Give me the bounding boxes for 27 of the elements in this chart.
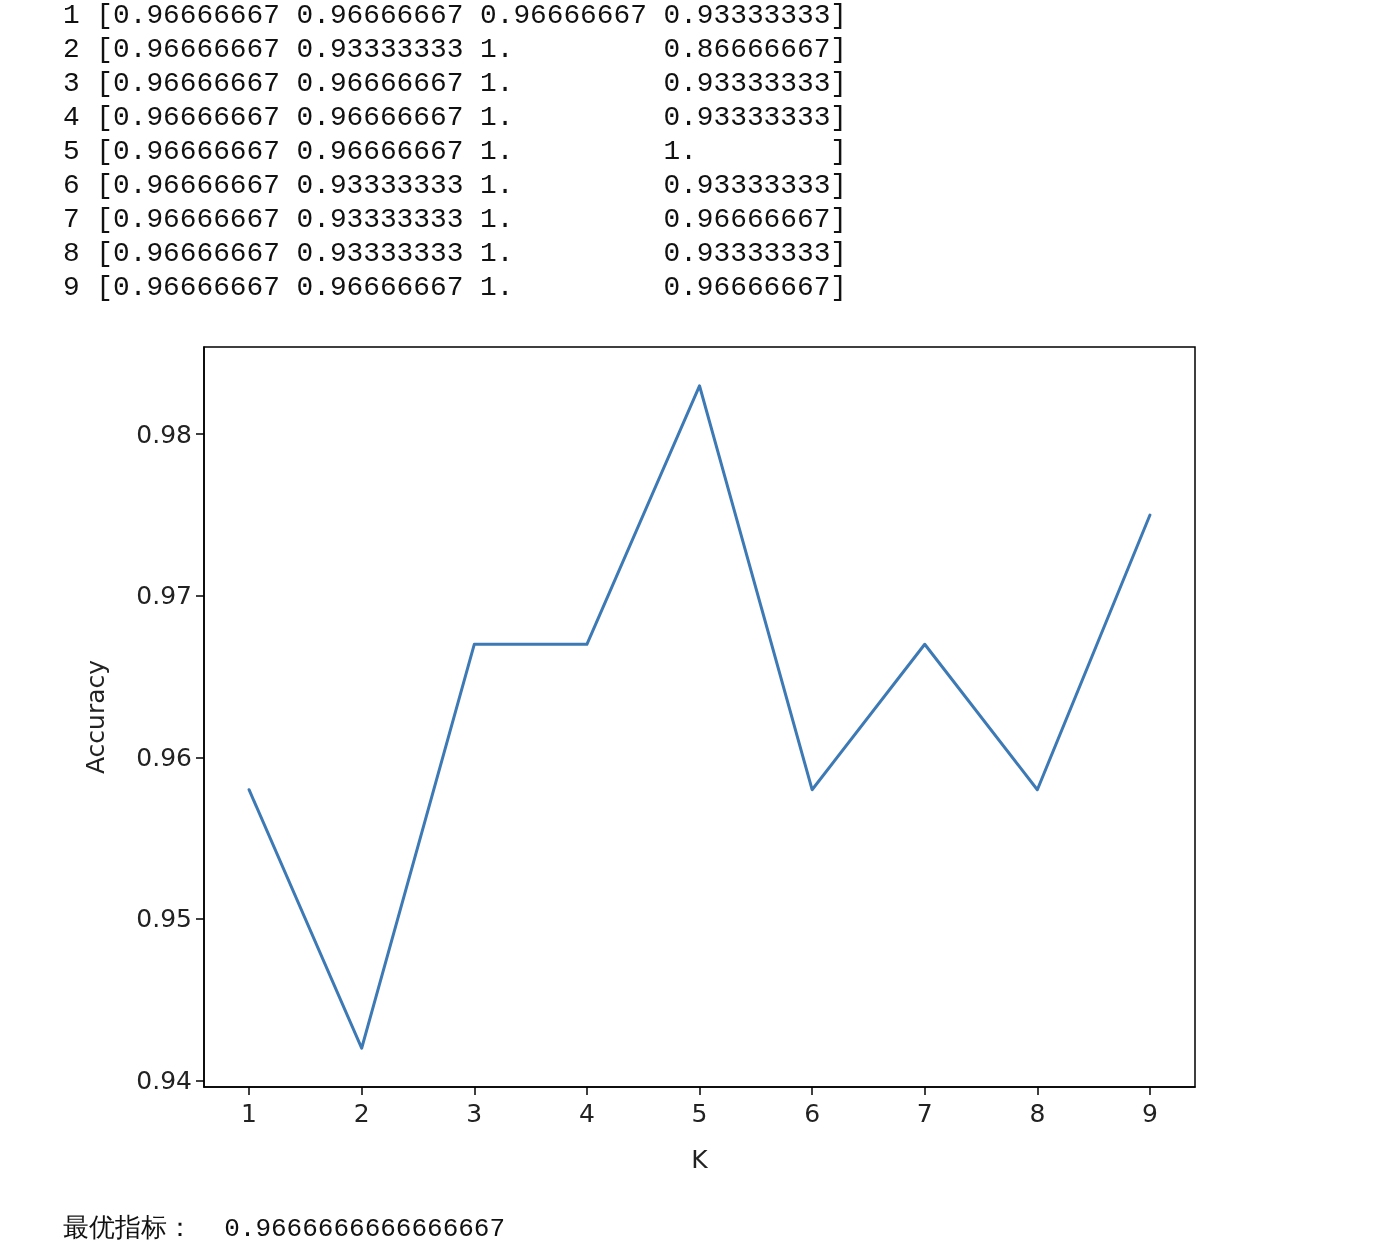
- text: 6 [0.96666667 0.93333333 1. 0.93333333]: [63, 169, 847, 203]
- text: 最优指标： 0.9666666666666667: [63, 1213, 506, 1246]
- x-tick-label: 8: [1029, 1099, 1046, 1128]
- x-tick-label: 7: [916, 1099, 933, 1128]
- x-tick-label: 3: [466, 1099, 483, 1128]
- text: 7 [0.96666667 0.93333333 1. 0.96666667]: [63, 203, 847, 237]
- x-tick-label: 6: [804, 1099, 821, 1128]
- text: 1 [0.96666667 0.96666667 0.96666667 0.93333333]: [63, 0, 847, 33]
- y-axis-title: Accuracy: [81, 659, 110, 775]
- text: 5 [0.96666667 0.96666667 1. 1. ]: [63, 135, 847, 169]
- text: 9 [0.96666667 0.96666667 1. 0.96666667]: [63, 271, 847, 305]
- y-tick-label: 0.95: [136, 904, 192, 934]
- text: 3 [0.96666667 0.96666667 1. 0.93333333]: [63, 67, 847, 101]
- text: 8 [0.96666667 0.93333333 1. 0.93333333]: [63, 237, 847, 271]
- x-tick-label: 9: [1142, 1099, 1158, 1128]
- y-tick-label: 0.97: [136, 581, 192, 611]
- x-tick-label: 5: [691, 1099, 708, 1128]
- y-tick-label: 0.96: [136, 742, 192, 772]
- y-tick-label: 0.98: [136, 419, 192, 449]
- y-tick-label: 0.94: [136, 1066, 192, 1096]
- x-axis-title: K: [691, 1145, 709, 1174]
- text: 2 [0.96666667 0.93333333 1. 0.86666667]: [63, 33, 847, 67]
- x-tick-label: 4: [578, 1099, 595, 1128]
- line-series: [247, 384, 1152, 1050]
- x-tick-label: 2: [353, 1099, 370, 1128]
- x-tick-label: 1: [241, 1099, 257, 1128]
- text: 4 [0.96666667 0.96666667 1. 0.93333333]: [63, 101, 847, 135]
